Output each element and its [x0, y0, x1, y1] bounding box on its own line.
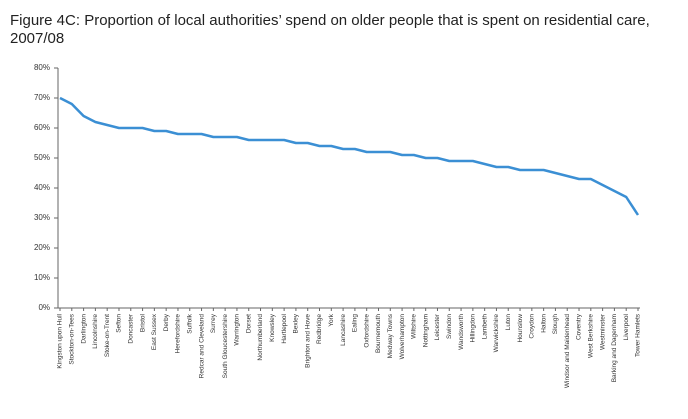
- x-tick-label: Medway Towns: [387, 313, 394, 358]
- x-tick-label: Redbridge: [316, 314, 323, 344]
- x-tick-label: Tower Hamlets: [635, 313, 642, 357]
- x-tick-label: Wiltshire: [411, 314, 418, 339]
- x-tick-label: Oxfordshire: [363, 314, 370, 348]
- y-tick-label: 20%: [34, 243, 50, 252]
- x-tick-label: Leicester: [434, 313, 441, 340]
- x-tick-label: Lancashire: [340, 314, 347, 346]
- x-tick-label: York: [328, 313, 335, 327]
- x-tick-label: Darlington: [80, 314, 87, 344]
- x-tick-label: Surrey: [210, 313, 217, 333]
- x-tick-label: Nottingham: [422, 314, 429, 347]
- data-line: [59, 96, 640, 216]
- x-tick-label: Windsor and Maidenhead: [564, 314, 571, 388]
- chart-title: Figure 4C: Proportion of local authoriti…: [10, 12, 650, 47]
- x-tick-label: Kingston upon Hull: [57, 313, 64, 368]
- x-tick-label: Doncaster: [127, 313, 134, 343]
- x-tick-label: Brighton and Hove: [304, 314, 311, 368]
- x-tick-label: Stockton-on-Tees: [69, 313, 76, 364]
- y-tick-label: 40%: [34, 183, 50, 192]
- x-tick-label: Sefton: [116, 314, 123, 333]
- x-tick-label: Stoke-on-Trent: [104, 314, 111, 357]
- x-tick-label: Dorset: [245, 314, 252, 333]
- x-tick-label: Bournemouth: [375, 314, 382, 353]
- x-tick-label: Slough: [552, 314, 559, 335]
- x-tick-label: Wandsworth: [458, 314, 465, 350]
- x-tick-label: Bexley: [293, 313, 300, 333]
- x-tick-label: Lincolnshire: [92, 314, 99, 349]
- x-tick-label: Coventry: [576, 313, 583, 340]
- x-tick-label: Lambeth: [481, 314, 488, 340]
- y-tick-label: 70%: [34, 93, 50, 102]
- y-tick-label: 10%: [34, 273, 50, 282]
- x-tick-label: West Berkshire: [588, 314, 595, 358]
- x-tick-label: Halton: [540, 314, 547, 333]
- x-tick-label: South Gloucestershire: [222, 314, 229, 379]
- x-tick-label: Suffolk: [186, 313, 193, 334]
- x-tick-label: Barking and Dagenham: [611, 314, 618, 382]
- x-tick-label: Hillingdon: [470, 314, 477, 343]
- x-tick-label: East Sussex: [151, 313, 158, 350]
- x-tick-label: Knowsley: [269, 313, 276, 342]
- x-tick-label: Croydon: [529, 314, 536, 339]
- x-tick-label: Liverpool: [623, 313, 630, 340]
- y-tick-label: 80%: [34, 63, 50, 72]
- x-tick-label: Warrington: [234, 314, 241, 346]
- y-tick-label: 60%: [34, 123, 50, 132]
- y-tick-label: 50%: [34, 153, 50, 162]
- x-tick-label: Westminster: [599, 313, 606, 350]
- x-tick-label: Northumberland: [257, 314, 264, 361]
- x-tick-label: Hartlepool: [281, 313, 288, 343]
- x-tick-label: Derby: [163, 313, 170, 331]
- x-tick-label: Warwickshire: [493, 314, 500, 353]
- x-tick-label: Herefordshire: [175, 314, 182, 354]
- x-tick-label: Ealing: [352, 314, 359, 332]
- x-tick-label: Luton: [505, 314, 512, 331]
- x-tick-label: Swindon: [446, 314, 453, 339]
- x-tick-label: Bristol: [139, 313, 146, 332]
- x-tick-label: Redcar and Cleveland: [198, 314, 205, 379]
- y-tick-label: 0%: [38, 303, 50, 312]
- x-tick-label: Wolverhampton: [399, 314, 406, 360]
- x-tick-label: Hounslow: [517, 314, 524, 343]
- y-tick-label: 30%: [34, 213, 50, 222]
